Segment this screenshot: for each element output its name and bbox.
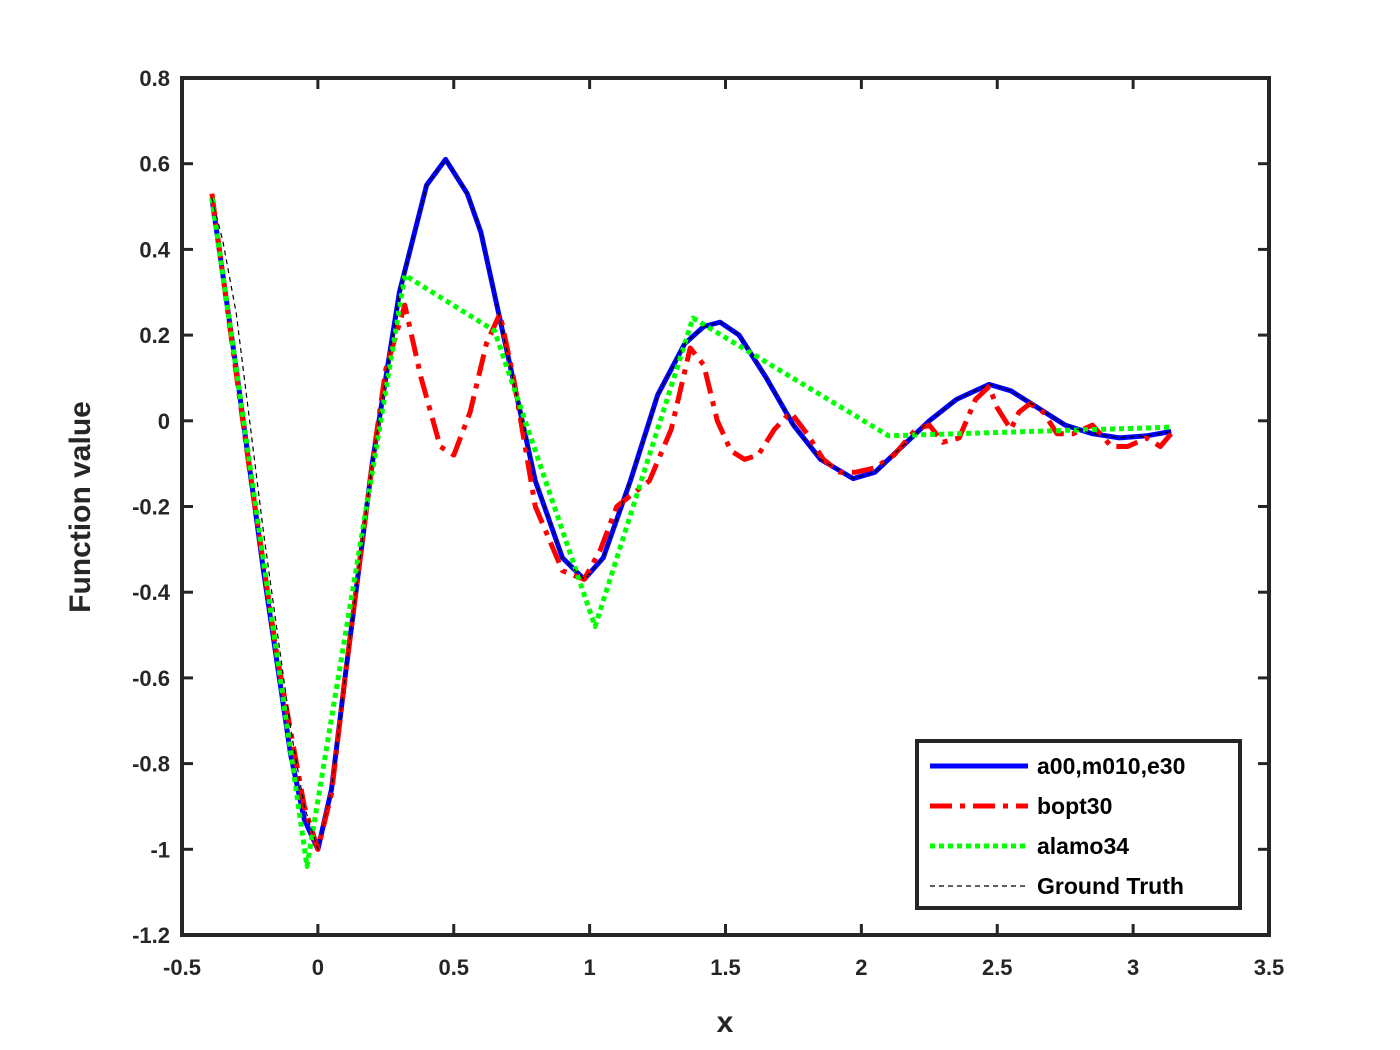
x-tick-label: 3 xyxy=(1127,955,1139,980)
series-line-1 xyxy=(209,193,1174,852)
axis-ticks: -0.5 0 0.5 1 1.5 2 2.5 3 3.5 -1.2 -1 -0.8 -0.6 -0.4 -0… xyxy=(132,66,1284,980)
legend-label-1: bopt30 xyxy=(1037,793,1112,819)
y-tick-label: -0.2 xyxy=(132,495,170,520)
y-tick-label: 0.8 xyxy=(139,66,170,91)
y-tick-label: -1.2 xyxy=(132,923,170,948)
series-line-3 xyxy=(211,158,1172,850)
x-tick-label: 1 xyxy=(584,955,596,980)
y-tick-label: -0.6 xyxy=(132,666,170,691)
x-tick-label: 1.5 xyxy=(710,955,741,980)
legend-label-2: alamo34 xyxy=(1037,833,1129,859)
y-tick-label: 0 xyxy=(158,409,170,434)
legend-label-3: Ground Truth xyxy=(1037,873,1184,899)
y-tick-label: -0.8 xyxy=(132,752,170,777)
y-tick-label: 0.6 xyxy=(139,152,170,177)
x-tick-label: 0 xyxy=(312,955,324,980)
x-axis-label: x xyxy=(717,1006,734,1039)
y-tick-label: 0.4 xyxy=(139,237,170,262)
legend-items: a00,m010,e30 bopt30 alamo34 Ground Truth xyxy=(930,753,1185,899)
x-tick-label: 0.5 xyxy=(438,955,469,980)
plot-area-series xyxy=(209,156,1174,869)
legend-box xyxy=(915,739,1242,910)
series-line-0 xyxy=(209,156,1172,852)
x-tick-label: 3.5 xyxy=(1254,955,1285,980)
y-tick-label: -0.4 xyxy=(132,580,171,605)
x-tick-label: 2.5 xyxy=(982,955,1013,980)
legend: a00,m010,e30 bopt30 alamo34 Ground Truth xyxy=(915,739,1242,910)
y-tick-label: -1 xyxy=(150,837,170,862)
legend-label-0: a00,m010,e30 xyxy=(1037,753,1185,779)
series-line-2 xyxy=(209,197,1172,869)
y-axis-label: Function value xyxy=(64,401,97,613)
x-tick-label: 2 xyxy=(855,955,867,980)
x-tick-label: -0.5 xyxy=(163,955,201,980)
y-tick-label: 0.2 xyxy=(139,323,170,348)
